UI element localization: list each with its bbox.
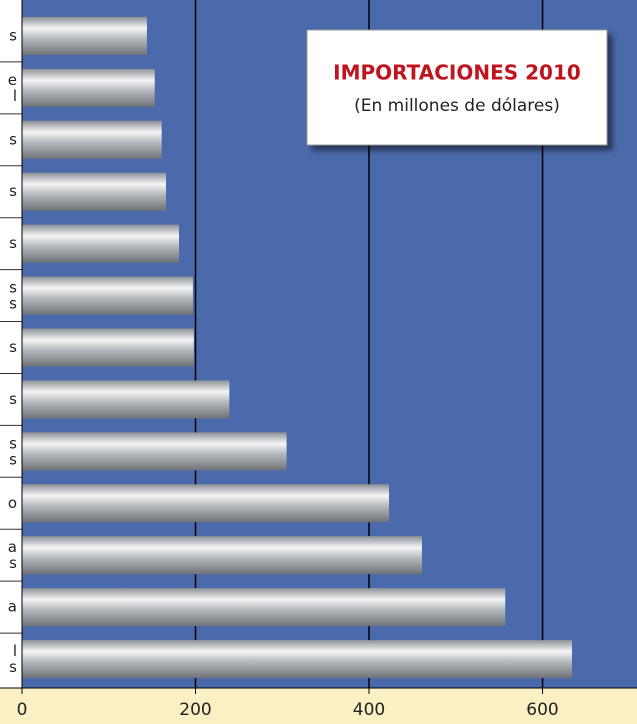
y-tick-label: s [9,338,17,356]
bar [22,68,155,107]
bar [22,276,193,315]
bar [22,640,573,679]
y-tick-label: s [9,390,17,408]
bar [22,432,287,471]
y-tick-label: a [8,598,17,616]
x-tick-label: 400 [353,700,385,720]
y-tick-label: o [8,494,17,512]
bar [22,484,389,523]
title-box [306,29,608,146]
x-tick-label: 200 [179,700,211,720]
y-tick-label: s [9,234,17,252]
bar [22,120,162,159]
bar [22,328,194,367]
chart-subtitle: (En millones de dólares) [354,96,560,116]
chart-title: IMPORTACIONES 2010 [333,61,581,85]
y-tick-label: s [9,26,17,44]
bar [22,380,230,419]
x-tick-label: 600 [526,700,558,720]
bar [22,588,506,627]
y-tick-label: s [9,182,17,200]
bar [22,224,180,263]
bar [22,16,147,55]
bar [22,172,167,211]
label-column [0,0,22,688]
bar [22,536,422,575]
x-tick-label: 0 [17,700,28,720]
y-tick-label: s [9,130,17,148]
